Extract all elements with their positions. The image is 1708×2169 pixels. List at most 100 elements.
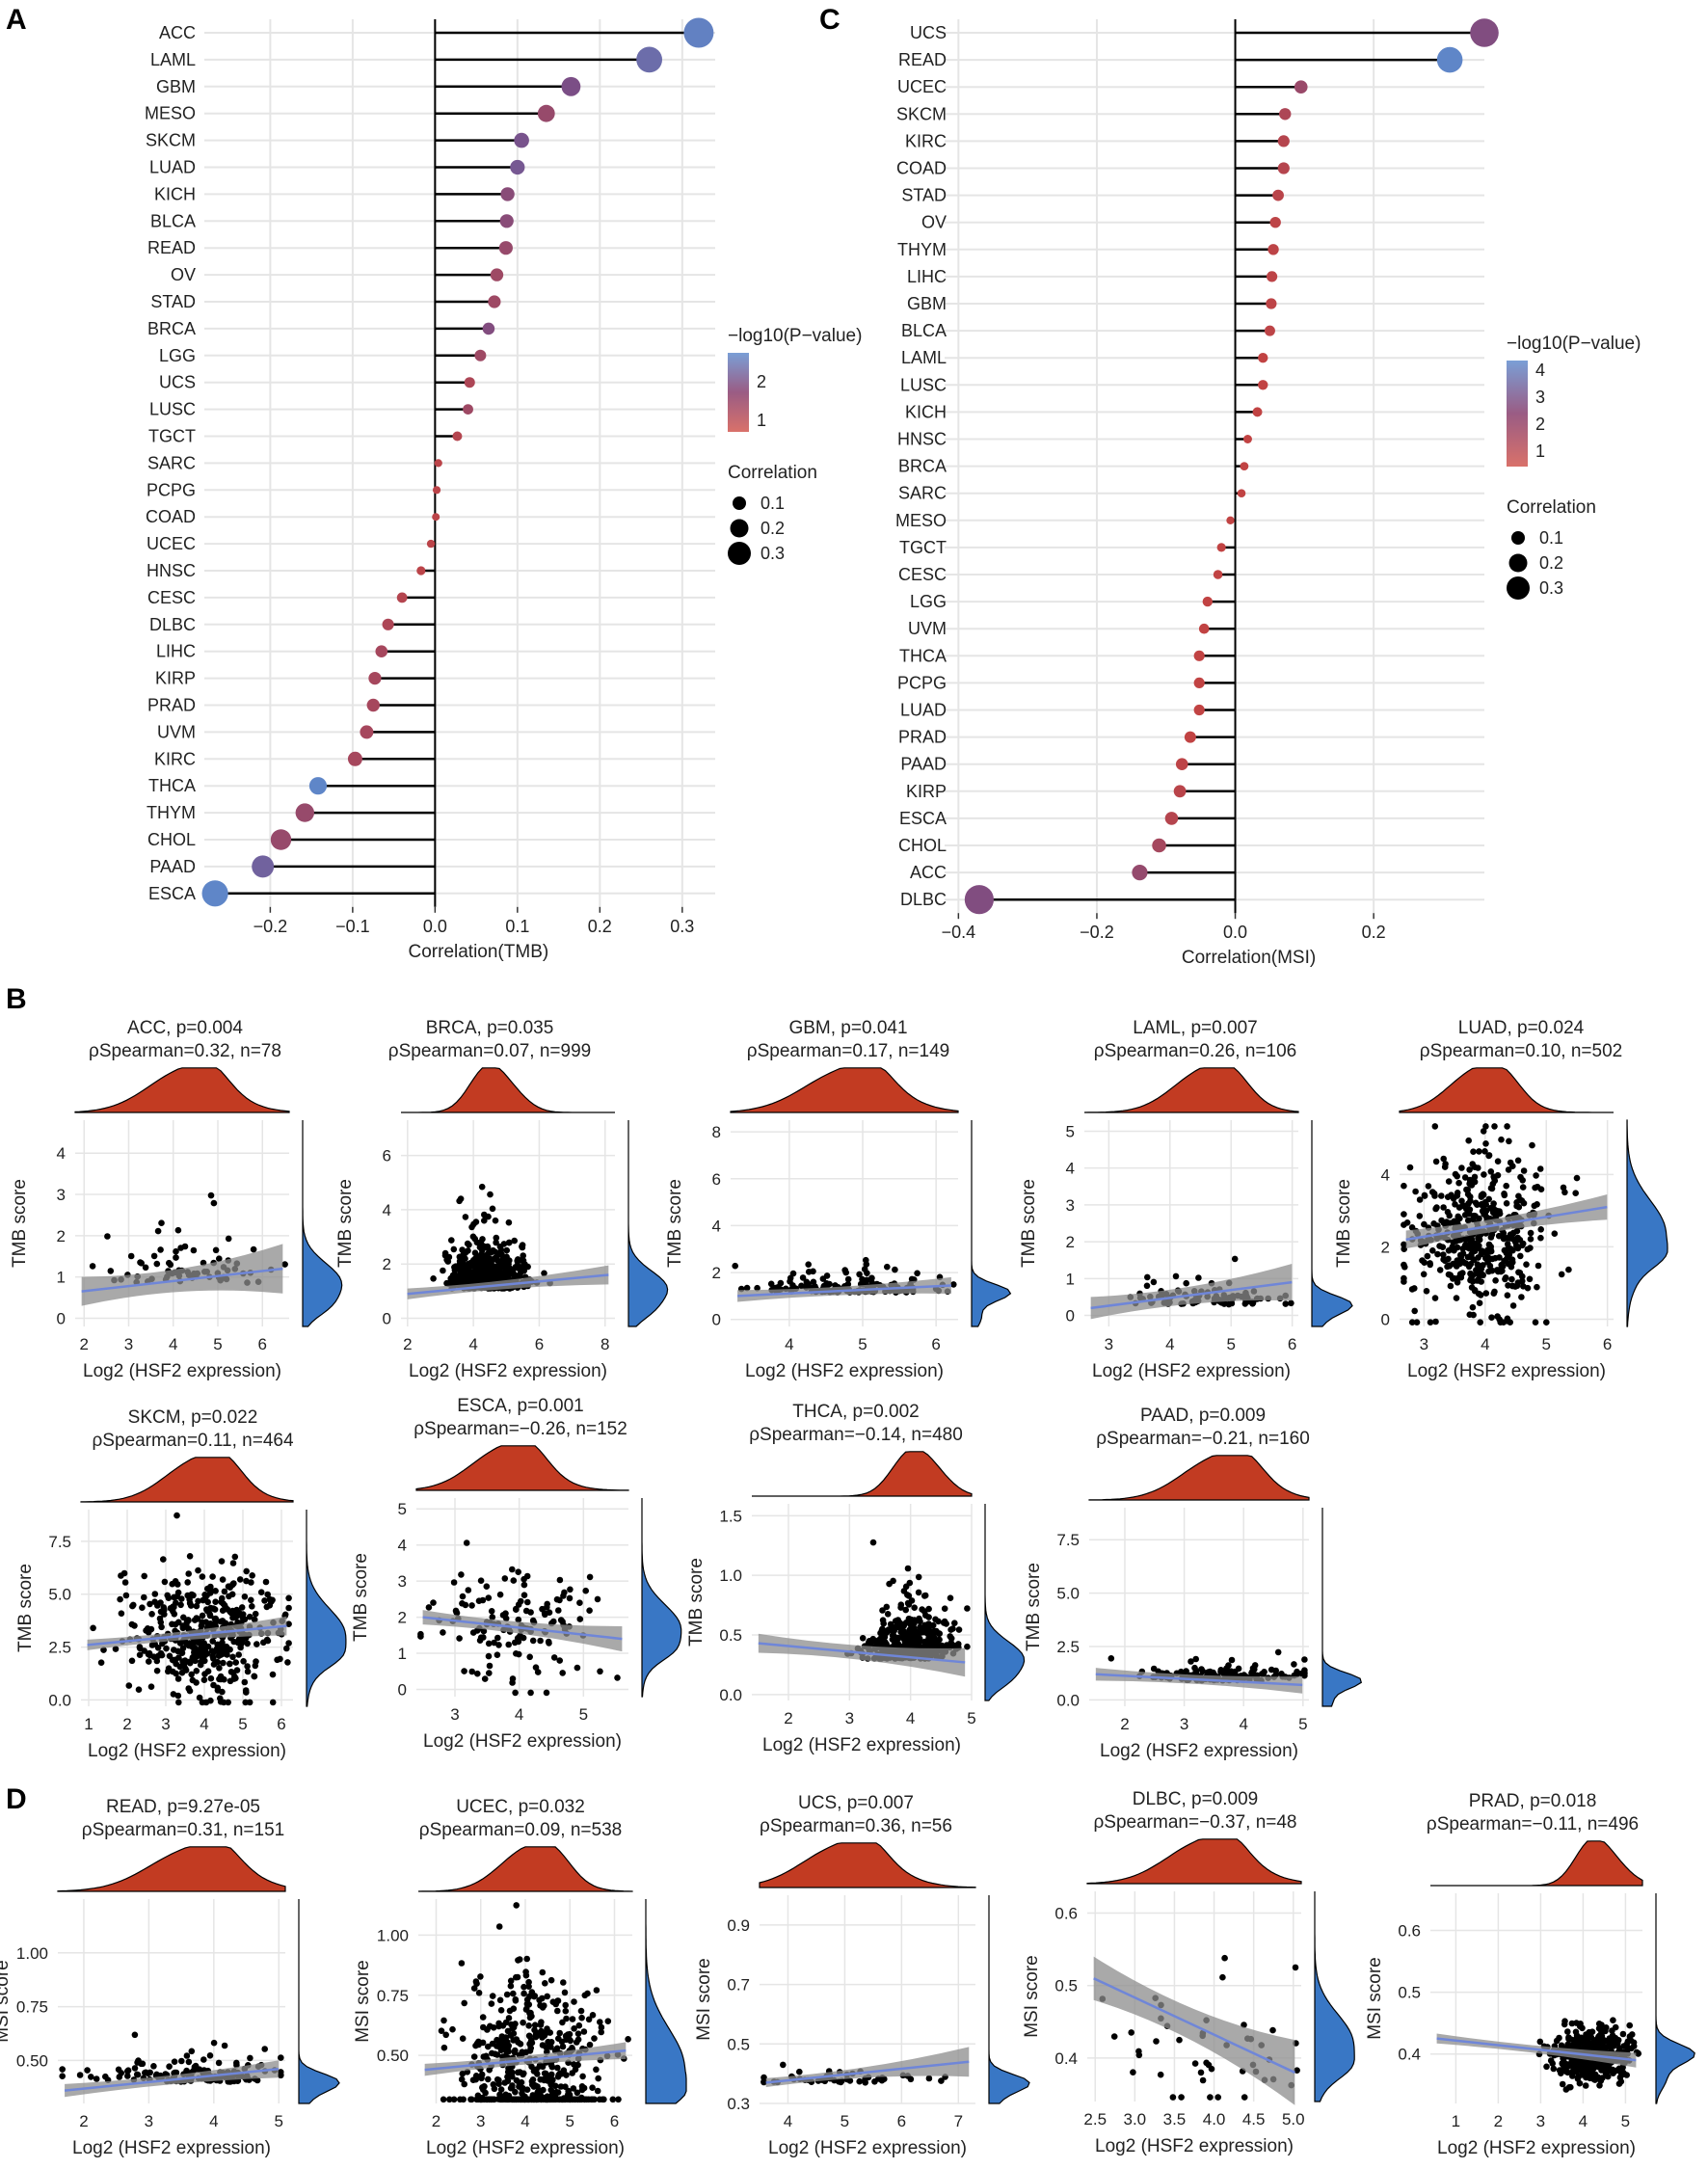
y-axis-title: MSI score: [694, 1958, 714, 2041]
y-tick-label: 1: [398, 1645, 407, 1663]
scatter-point: [146, 1649, 153, 1657]
scatter-point: [566, 1594, 574, 1602]
scatter-point: [178, 1595, 185, 1602]
scatter-point: [1485, 1256, 1492, 1264]
lollipop-point: [1277, 162, 1290, 174]
y-axis-title: TMB score: [10, 1179, 30, 1268]
scatter-point: [150, 1252, 158, 1260]
y-tick-label: 5: [398, 1500, 407, 1518]
scatter-point: [1485, 1195, 1492, 1203]
scatter-point: [483, 1583, 491, 1590]
scatter-point: [489, 2040, 496, 2048]
x-axis-title: Log2 (HSF2 expression): [1100, 1741, 1298, 1761]
scatter-point: [244, 1663, 251, 1670]
scatter-point: [206, 2052, 214, 2059]
scatter-point: [1195, 1274, 1202, 1281]
x-tick-label: 4: [200, 1715, 208, 1733]
scatter-point: [1504, 1292, 1511, 1299]
lollipop-point: [1164, 812, 1179, 825]
category-label: STAD: [901, 186, 947, 205]
scatter-point: [262, 1578, 270, 1586]
scatter-point: [1192, 1667, 1200, 1674]
scatter-point: [1520, 1167, 1528, 1174]
category-label: LUAD: [900, 701, 947, 720]
x-axis-title: Log2 (HSF2 expression): [1092, 1361, 1291, 1381]
scatter-point: [1128, 2029, 1134, 2036]
scatter-point: [541, 2070, 548, 2077]
scatter-point: [1458, 1197, 1465, 1205]
category-label: LUAD: [149, 158, 196, 177]
scatter-point: [199, 1573, 206, 1580]
scatter-point: [625, 2036, 631, 2043]
y-axis-title: TMB score: [1019, 1179, 1039, 1268]
scatter-point: [539, 2042, 547, 2048]
scatter-point: [1429, 1247, 1436, 1254]
legend-color-label: 1: [757, 411, 766, 430]
scatter-point: [465, 1247, 471, 1254]
scatter-point: [1203, 2059, 1210, 2067]
scatter-point: [1157, 2071, 1164, 2078]
scatter-point: [1615, 2080, 1623, 2087]
plot-area: [81, 1510, 293, 1706]
scatter-point: [516, 1956, 523, 1963]
scatter-point: [494, 1634, 501, 1642]
scatter-point: [440, 1629, 446, 1636]
scatter-point: [938, 2077, 945, 2084]
scatter-point: [1483, 1214, 1490, 1220]
scatter-point: [210, 1681, 217, 1689]
scatter-point: [202, 1699, 210, 1706]
y-axis-title: MSI score: [353, 1960, 373, 2043]
scatter-point: [520, 1575, 527, 1583]
confidence-band: [1090, 1264, 1293, 1320]
scatter-point: [1574, 2062, 1581, 2070]
scatter-point: [1470, 1148, 1477, 1155]
scatter-point: [513, 1605, 520, 1613]
category-label: LUSC: [149, 400, 196, 419]
regression-line: [407, 1273, 609, 1296]
y-tick-label: 0.50: [377, 2047, 409, 2065]
scatter-point: [460, 2096, 467, 2103]
x-axis-title: Log2 (HSF2 expression): [423, 1731, 622, 1752]
scatter-point: [225, 1699, 231, 1706]
legend-color-label: 1: [1535, 442, 1545, 461]
scatter-point: [1551, 1230, 1559, 1237]
scatter-point: [594, 1595, 601, 1603]
scatter-point: [165, 1665, 173, 1672]
scatter-point: [1282, 1300, 1290, 1307]
scatter-point: [1565, 2035, 1572, 2043]
scatter-point: [248, 1596, 254, 1604]
scatter-point: [497, 2007, 505, 2014]
scatter-point: [59, 2066, 66, 2073]
scatter-point: [218, 1558, 226, 1565]
category-label: SARC: [898, 484, 947, 503]
scatter-point: [199, 1619, 205, 1625]
legend-size-dot: [1507, 576, 1530, 600]
scatter-point: [1480, 1203, 1487, 1210]
scatter-point: [1482, 1140, 1489, 1147]
scatter-point: [1445, 1271, 1453, 1278]
scatter-point: [1471, 1164, 1479, 1170]
scatter-point: [496, 1591, 504, 1598]
category-label: GBM: [156, 77, 196, 96]
scatter-point: [1421, 1192, 1428, 1199]
scatter-point: [530, 2081, 537, 2088]
x-tick-label: 3: [450, 1705, 459, 1724]
scatter-point: [76, 2072, 84, 2078]
scatter-point: [544, 1993, 550, 2000]
scatter-point: [481, 1675, 489, 1682]
scatter-point: [514, 1973, 521, 1981]
y-axis-title: TMB score: [665, 1179, 685, 1268]
scatter-point: [609, 2096, 617, 2103]
scatter-point: [233, 1606, 240, 1614]
scatter-point: [190, 1246, 198, 1254]
scatter-point: [177, 1601, 184, 1609]
scatter-point: [1513, 1199, 1520, 1206]
scatter-point: [574, 1664, 581, 1672]
scatter-point: [281, 1261, 288, 1268]
scatter-point: [576, 1616, 584, 1622]
scatter-point: [131, 2031, 139, 2039]
x-tick-label: 5.0: [1282, 2110, 1305, 2129]
scatter-point: [573, 2039, 580, 2046]
category-label: GBM: [907, 294, 947, 313]
